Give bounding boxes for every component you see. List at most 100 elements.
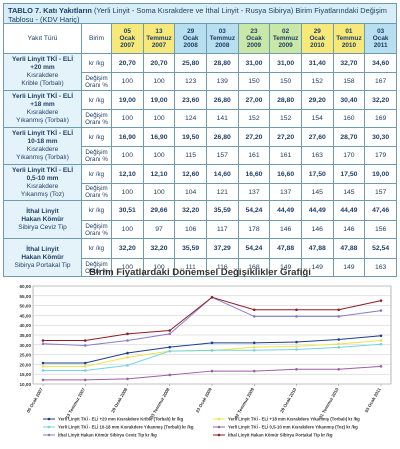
y-tick-label: 60,00	[20, 284, 32, 289]
data-point	[41, 339, 45, 342]
header-date: 01 Temmuz 2010	[332, 23, 366, 54]
price-cell: 20,70	[142, 53, 176, 73]
legend-marker	[217, 425, 221, 429]
price-cell: 31,00	[269, 53, 302, 73]
unit-cell: kr /kg	[81, 90, 112, 110]
fuel-type-cell: Yerli Linyit TKİ - ELİ +18 mm Kısrakdere Yı…	[3, 90, 82, 128]
price-cell: 32,20	[364, 90, 397, 110]
change-cell: 156	[364, 220, 397, 239]
table-title-rest: (Yerli Linyit - Soma Kısrakdere ve İthal…	[8, 6, 387, 24]
data-point	[337, 338, 341, 341]
fuel-type-cell: Yerli Linyit TKİ - ELİ 0,5-10 mm Kısrakder…	[3, 164, 82, 201]
chart-panel: 10,00 15,00 20,00 25,00 30,00 35,00 40,00 45,00…	[3, 280, 397, 446]
x-tick-label: 02 Temmuz 2009	[233, 387, 255, 420]
data-point	[168, 332, 172, 336]
table-row: Değişim Oranı % 100 97 106 117 178 146 146 146 15…	[4, 220, 397, 239]
change-cell: 97	[142, 220, 176, 239]
unit-cell: Değişim Oranı %	[81, 72, 112, 91]
y-tick-label: 10,00	[20, 382, 32, 387]
data-point	[41, 369, 45, 372]
y-tick-label: 20,00	[20, 362, 32, 367]
change-cell: 161	[269, 146, 302, 165]
price-cell: 16,90	[111, 127, 144, 147]
change-cell: 163	[300, 146, 334, 165]
data-point	[83, 361, 87, 365]
price-cell: 14,60	[205, 164, 239, 184]
price-cell: 54,24	[237, 238, 271, 259]
change-cell: 170	[332, 146, 366, 165]
price-cell: 32,20	[174, 200, 207, 221]
fuel-type-cell: Yerli Linyit TKİ - ELİ 10-18 mm Kısrakdere…	[3, 127, 82, 165]
change-cell: 137	[237, 183, 271, 201]
price-cell: 47,88	[269, 238, 302, 259]
data-point	[210, 348, 214, 352]
change-cell: 100	[142, 183, 176, 201]
price-cell: 23,60	[174, 90, 207, 110]
table-title: TABLO 7. Katı Yakıtların (Yerli Linyit -…	[3, 3, 397, 24]
header-date: 29 Ocak 2008	[174, 23, 207, 54]
unit-cell: kr /kg	[81, 200, 112, 221]
table-row: İthal Linyit Hakan Kömür Sibirya Ceviz Tip…	[3, 200, 397, 239]
change-cell: 115	[174, 146, 207, 165]
y-tick-label: 50,00	[20, 304, 32, 309]
change-cell: 100	[111, 72, 144, 91]
price-change-table: Yakıt Türü Birim 05 Ocak 2007 13 Temmuz 2007…	[3, 23, 397, 277]
price-cell: 30,51	[111, 200, 144, 221]
change-cell: 145	[332, 183, 366, 201]
data-point	[126, 356, 129, 359]
table-row: Yerli Linyit TKİ - ELİ +18 mm Kısrakdere Yı…	[3, 90, 397, 128]
legend-label: Yerli Linyit TKİ - ELİ +20 mm Kısrakdere…	[58, 417, 184, 422]
table-row: Yerli Linyit TKİ - ELİ 0,5-10 mm Kısrakder…	[3, 164, 397, 201]
table-row: Değişim Oranı % 100 100 111 116 168 149 149 149 1…	[4, 258, 397, 277]
change-cell: 178	[237, 220, 271, 239]
data-point	[295, 368, 298, 371]
change-cell: 150	[269, 72, 302, 91]
x-tick-label: 03 Temmuz 2008	[149, 387, 171, 420]
price-cell: 16,60	[269, 164, 302, 184]
data-point	[337, 315, 341, 318]
change-cell: 161	[237, 146, 271, 165]
change-cell: 154	[300, 109, 334, 128]
legend-label: Yerli Linyit TKİ - ELİ 10-18 mm Kısrakde…	[58, 425, 194, 430]
unit-cell: kr /kg	[81, 164, 112, 184]
table-row: Yerli Linyit TKİ - ELİ +20 mm Kısrakdere Kr…	[3, 53, 397, 91]
change-cell: 100	[111, 258, 144, 277]
chart-title: Birim Fiyatlardaki Dönemsel Değişiklikle…	[89, 267, 311, 278]
header-date: 05 Ocak 2007	[111, 23, 144, 54]
change-cell: 139	[205, 72, 239, 91]
price-cell: 28,70	[332, 127, 366, 147]
price-cell: 47,46	[364, 200, 397, 221]
price-cell: 17,50	[300, 164, 334, 184]
header-date: 13 Temmuz 2007	[142, 23, 176, 54]
header-date: 02 Temmuz 2009	[269, 23, 302, 54]
data-point	[337, 346, 341, 349]
data-point	[295, 348, 298, 351]
y-tick-label: 30,00	[20, 343, 32, 348]
data-point	[379, 309, 383, 312]
data-point	[83, 378, 87, 382]
price-cell: 19,00	[142, 90, 176, 110]
price-cell: 30,30	[364, 127, 397, 147]
data-point	[126, 364, 129, 367]
price-cell: 44,49	[332, 200, 366, 221]
unit-cell: Değişim Oranı %	[81, 146, 112, 165]
data-point	[379, 299, 383, 302]
price-cell: 44,49	[269, 200, 302, 221]
unit-cell: Değişim Oranı %	[81, 109, 112, 128]
price-cell: 47,88	[332, 238, 366, 259]
table-body: Yerli Linyit TKİ - ELİ +20 mm Kısrakdere Kr…	[3, 53, 397, 277]
change-cell: 146	[300, 220, 334, 239]
legend-label: İthal Linyit Hakan Kömür Sibirya Portaka…	[228, 433, 333, 438]
change-cell: 157	[205, 146, 239, 165]
change-cell: 106	[174, 220, 207, 239]
change-cell: 141	[205, 109, 239, 128]
data-point	[83, 365, 87, 368]
header-fuel-type: Yakıt Türü	[3, 23, 82, 54]
unit-cell: Değişim Oranı %	[81, 258, 112, 277]
x-tick-label: 23 Ocak 2009	[195, 387, 214, 414]
price-cell: 32,20	[111, 238, 144, 259]
x-tick-label: 05 Ocak 2007	[26, 387, 45, 414]
change-cell: 163	[364, 258, 397, 277]
fuel-type-cell: İthal Linyit Hakan Kömür Sibirya Portakal …	[3, 238, 82, 277]
price-cell: 28,80	[269, 90, 302, 110]
